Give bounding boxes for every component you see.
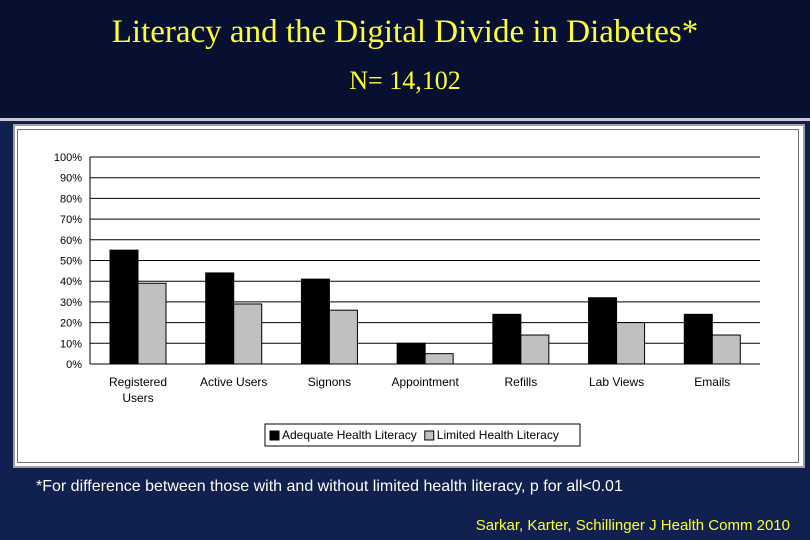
x-tick-label: Lab Views bbox=[589, 375, 644, 389]
legend-label: Limited Health Literacy bbox=[437, 428, 559, 442]
bar-limited bbox=[137, 282, 167, 365]
slide-subtitle: N= 14,102 bbox=[349, 66, 461, 95]
bar-limited bbox=[520, 334, 550, 365]
bar-adequate bbox=[109, 249, 139, 365]
x-tick-label: Active Users bbox=[200, 375, 267, 389]
bar-limited bbox=[424, 353, 454, 365]
y-tick-label: 70% bbox=[60, 214, 82, 226]
bar-adequate bbox=[492, 313, 522, 365]
x-tick-label: Refills bbox=[505, 375, 538, 389]
y-tick-label: 80% bbox=[60, 193, 82, 205]
bar-limited bbox=[233, 303, 263, 365]
y-tick-label: 60% bbox=[60, 235, 82, 247]
y-tick-label: 100% bbox=[54, 152, 82, 164]
citation: Sarkar, Karter, Schillinger J Health Com… bbox=[475, 517, 790, 534]
y-tick-label: 10% bbox=[60, 338, 82, 350]
bar-adequate bbox=[300, 278, 330, 365]
y-tick-label: 30% bbox=[60, 297, 82, 309]
x-tick-label: Registered Users bbox=[109, 375, 167, 405]
y-tick-label: 50% bbox=[60, 256, 82, 268]
bar-adequate bbox=[396, 342, 426, 365]
legend-swatch-limited bbox=[424, 430, 435, 441]
slide-header bbox=[0, 0, 810, 118]
slide-title: Literacy and the Digital Divide in Diabe… bbox=[111, 14, 699, 50]
x-tick-label: Emails bbox=[694, 375, 730, 389]
bar-adequate bbox=[205, 272, 235, 365]
footnote: *For difference between those with and w… bbox=[36, 478, 623, 495]
bar-adequate bbox=[588, 297, 618, 365]
bar-adequate bbox=[683, 313, 713, 365]
y-tick-label: 40% bbox=[60, 276, 82, 288]
legend-label: Adequate Health Literacy bbox=[282, 428, 417, 442]
y-tick-label: 90% bbox=[60, 173, 82, 185]
bar-limited bbox=[711, 334, 741, 365]
y-tick-label: 20% bbox=[60, 318, 82, 330]
chart-area bbox=[17, 129, 799, 463]
bar-limited bbox=[616, 322, 646, 365]
header-divider bbox=[0, 118, 810, 121]
legend-swatch-adequate bbox=[269, 430, 280, 441]
legend-box bbox=[264, 423, 581, 447]
bar-limited bbox=[328, 309, 358, 365]
x-tick-label: Appointment bbox=[391, 375, 459, 389]
x-tick-label: Signons bbox=[308, 375, 351, 389]
y-tick-label: 0% bbox=[66, 359, 82, 371]
